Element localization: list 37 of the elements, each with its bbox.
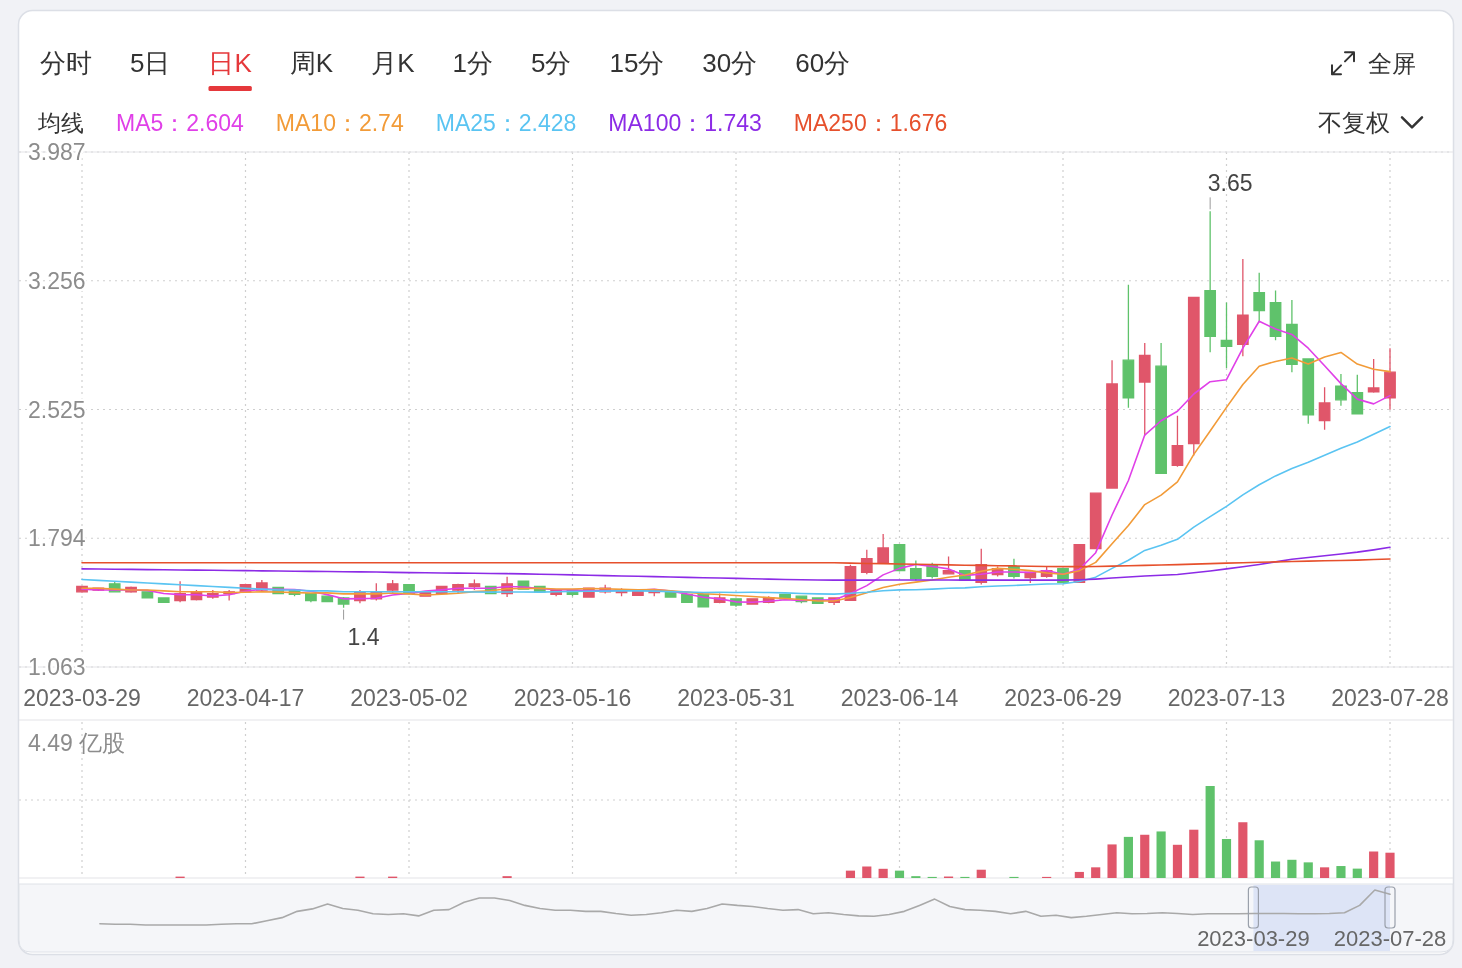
x-tick-label: 2023-07-13 <box>1167 685 1286 711</box>
legend-item: MA10：2.74 <box>275 110 404 136</box>
x-tick-label: 2023-06-29 <box>1004 685 1122 711</box>
legend-item: MA250：1.676 <box>793 110 948 136</box>
legend-title: 均线 <box>38 110 84 136</box>
x-tick-label: 2023-05-16 <box>513 685 632 711</box>
annotation: 4.49 亿股 <box>28 730 126 756</box>
y-tick-label: 1.063 <box>28 654 86 680</box>
tab-label: 5日 <box>130 48 171 78</box>
tab-label: 周K <box>289 48 334 78</box>
annotation: 全屏 <box>1368 50 1416 77</box>
tab-label: 60分 <box>795 48 851 78</box>
x-tick-label: 2023-05-02 <box>350 685 468 711</box>
tab-label: 分时 <box>40 48 92 78</box>
y-tick-label: 3.256 <box>28 267 86 294</box>
tab-label: 5分 <box>530 48 572 78</box>
x-tick-label: 2023-03-29 <box>1197 926 1310 951</box>
legend-item: MA25：2.428 <box>435 110 577 136</box>
y-tick-label: 3.987 <box>28 139 86 165</box>
tab-label: 30分 <box>702 48 758 78</box>
x-tick-label: 2023-06-14 <box>840 685 959 711</box>
annotation: 1.4 <box>347 623 380 650</box>
annotation: 3.65 <box>1207 170 1253 197</box>
x-tick-label: 2023-07-28 <box>1331 685 1449 711</box>
legend-item: MA100：1.743 <box>608 110 762 136</box>
annotation: 不复权 <box>1318 109 1390 136</box>
legend-item: MA5：2.604 <box>116 110 244 136</box>
tab-label: 日K <box>208 48 252 78</box>
tab-label: 15分 <box>609 48 665 78</box>
y-tick-label: 1.794 <box>28 525 86 552</box>
tab-label: 月K <box>371 48 415 78</box>
x-tick-label: 2023-04-17 <box>186 685 305 711</box>
x-tick-label: 2023-07-28 <box>1333 926 1447 951</box>
tab-label: 1分 <box>452 48 493 78</box>
x-tick-label: 2023-03-29 <box>23 685 141 711</box>
y-tick-label: 2.525 <box>28 396 86 423</box>
x-tick-label: 2023-05-31 <box>677 685 795 711</box>
